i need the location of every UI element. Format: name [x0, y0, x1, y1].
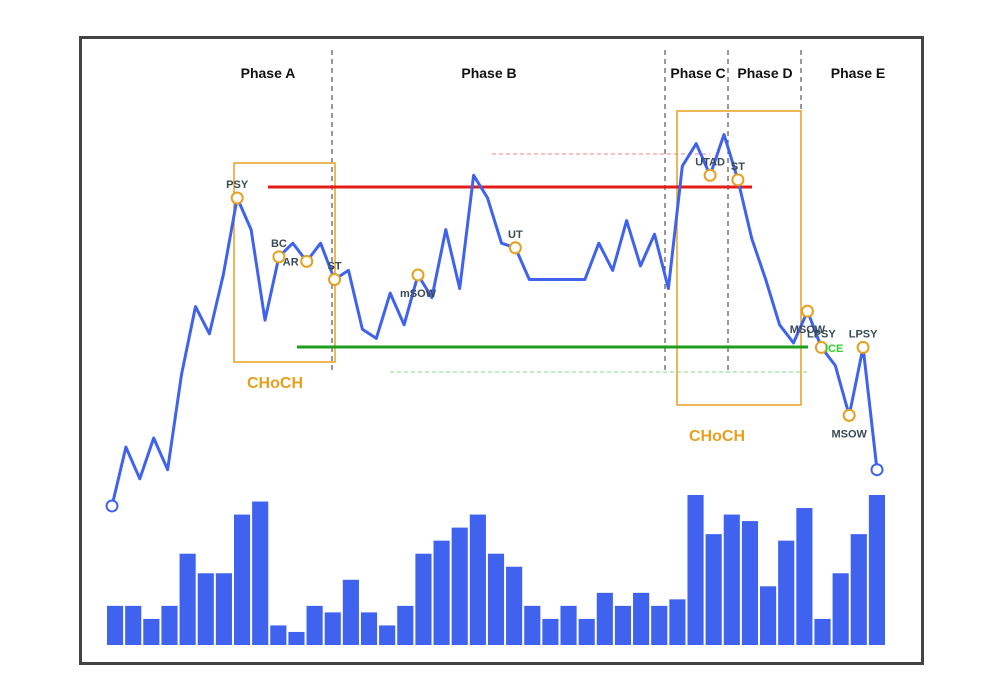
marker-label-ut-5: UT	[508, 229, 523, 241]
marker-label-st-3: ST	[328, 260, 342, 272]
volume-bar	[796, 508, 813, 645]
volume-bar	[524, 605, 541, 645]
marker-label-utad-6: UTAD	[695, 156, 725, 168]
ice-label: ICE	[825, 343, 843, 355]
volume-bar	[633, 592, 650, 645]
volume-bar	[778, 540, 795, 645]
volume-bar	[506, 566, 523, 645]
volume-bar	[125, 605, 142, 645]
volume-bar	[850, 534, 867, 645]
marker-label-msow-4: mSOW	[400, 288, 437, 300]
marker-msow-4	[411, 268, 425, 282]
volume-bar	[814, 618, 831, 645]
marker-msow-10	[842, 408, 856, 422]
volume-bar	[342, 579, 359, 645]
phase-d-label: Phase D	[737, 65, 792, 81]
marker-ut-5	[508, 241, 522, 255]
volume-bar	[215, 573, 232, 645]
marker-label-bc-1: BC	[271, 238, 287, 250]
volume-bar	[270, 625, 287, 645]
phase-b-label: Phase B	[461, 65, 516, 81]
volume-bar	[669, 599, 686, 645]
volume-bar	[179, 553, 196, 645]
phase-e-label: Phase E	[831, 65, 885, 81]
volume-bar	[614, 605, 632, 645]
choch-box-right	[676, 110, 802, 406]
volume-bar	[723, 514, 740, 645]
volume-bar	[469, 514, 486, 645]
volume-bar	[107, 605, 124, 645]
marker-ar-2	[300, 254, 314, 268]
volume-bar	[379, 625, 396, 645]
choch-box-left	[233, 162, 336, 363]
volume-bar	[560, 605, 577, 645]
marker-lpsy-11	[856, 340, 870, 354]
marker-label-lpsy-9: LPSY	[807, 328, 836, 340]
choch-left-label: CHoCH	[247, 375, 303, 392]
volume-bar	[288, 631, 305, 645]
volume-bar	[360, 612, 378, 645]
volume-bar	[487, 553, 505, 645]
volume-bar	[143, 618, 160, 645]
price-end-point	[870, 463, 884, 477]
marker-psy-0	[230, 191, 244, 205]
volume-bar	[252, 501, 269, 645]
volume-bar	[415, 553, 432, 645]
volume-bar	[306, 605, 323, 645]
marker-st-3	[328, 272, 342, 286]
volume-bar	[651, 605, 668, 645]
phase-a-label: Phase A	[241, 65, 296, 81]
volume-bar	[197, 573, 214, 645]
price-start-point	[105, 499, 119, 513]
phase-c-label: Phase C	[670, 65, 725, 81]
marker-label-st-7: ST	[731, 161, 745, 173]
marker-lpsy-9	[814, 340, 828, 354]
marker-label-msow-8: MSOW	[790, 324, 826, 336]
marker-label-lpsy-11: LPSY	[849, 328, 878, 340]
volume-bar	[687, 495, 704, 645]
volume-bar	[596, 592, 613, 645]
marker-label-psy-0: PSY	[226, 179, 249, 191]
volume-bar	[324, 612, 341, 645]
volume-bar	[868, 495, 885, 645]
marker-utad-6	[703, 168, 717, 182]
volume-bar	[451, 527, 468, 645]
marker-msow-8	[800, 304, 814, 318]
volume-bar	[578, 618, 595, 645]
volume-bar	[741, 521, 759, 645]
volume-bar	[433, 540, 450, 645]
choch-right-label: CHoCH	[689, 428, 745, 445]
marker-label-msow-10: MSOW	[831, 428, 867, 440]
marker-label-ar-2: AR	[283, 256, 299, 268]
volume-bar	[397, 605, 414, 645]
volume-bar	[542, 618, 559, 645]
marker-st-7	[731, 173, 745, 187]
volume-bar	[832, 573, 849, 645]
volume-bar	[233, 514, 251, 645]
volume-bar	[705, 534, 722, 645]
volume-bar	[760, 586, 777, 645]
marker-bc-1	[272, 250, 286, 264]
volume-bar	[161, 605, 178, 645]
